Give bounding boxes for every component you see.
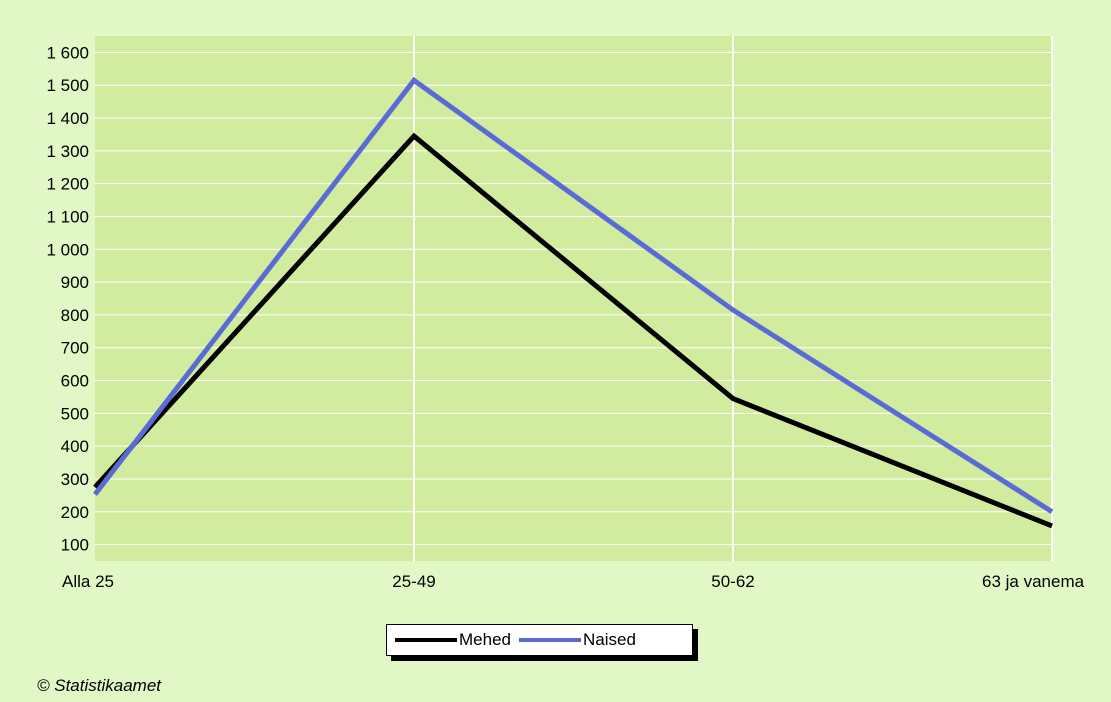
y-tick-label: 1 600 (46, 43, 89, 62)
y-tick-label: 1 000 (46, 240, 89, 259)
y-tick-label: 800 (61, 306, 89, 325)
legend-swatch-naised (518, 638, 581, 642)
legend-item-mehed: Mehed (395, 630, 511, 650)
y-tick-label: 1 100 (46, 207, 89, 226)
y-tick-label: 1 500 (46, 76, 89, 95)
series-line-naised (93, 76, 1054, 514)
y-tick-label: 900 (61, 273, 89, 292)
x-tick-label: 50-62 (711, 572, 754, 591)
y-tick-label: 600 (61, 372, 89, 391)
y-tick-label: 1 200 (46, 175, 89, 194)
copyright-note: © Statistikaamet (37, 676, 162, 695)
y-tick-label: 500 (61, 404, 89, 423)
series-line-mehed (93, 132, 1053, 529)
x-tick-label: Alla 25 (62, 572, 114, 591)
y-tick-label: 300 (61, 470, 89, 489)
x-tick-label: 25-49 (392, 572, 435, 591)
y-tick-label: 400 (61, 437, 89, 456)
legend: Mehed Naised (386, 624, 693, 656)
legend-label-mehed: Mehed (459, 630, 511, 649)
y-tick-label: 100 (61, 536, 89, 555)
y-tick-label: 1 300 (46, 142, 89, 161)
legend-label-naised: Naised (582, 630, 636, 649)
y-tick-label: 700 (61, 339, 89, 358)
x-tick-label: 63 ja vanema (982, 572, 1085, 591)
plot-background (95, 36, 1052, 561)
legend-swatch-mehed (395, 638, 457, 642)
y-tick-label: 200 (61, 503, 89, 522)
y-tick-label: 1 400 (46, 109, 89, 128)
legend-item-naised: Naised (518, 630, 636, 650)
